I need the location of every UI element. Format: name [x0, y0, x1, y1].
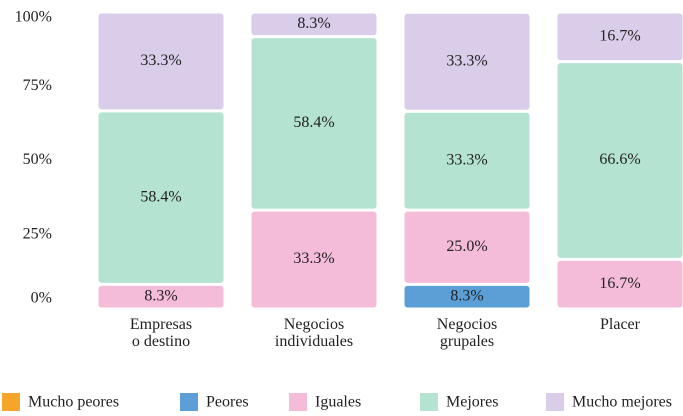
value-label: 8.3%: [297, 15, 330, 32]
value-label: 33.3%: [140, 52, 181, 69]
bar-segment: [404, 285, 530, 308]
x-tick-label: Negocios grupales: [436, 316, 498, 350]
bar-segment: [404, 211, 530, 283]
value-label: 33.3%: [293, 250, 334, 267]
bar-segment: [404, 13, 530, 110]
legend-swatch: [420, 393, 438, 411]
value-label: 58.4%: [293, 114, 334, 131]
legend-swatch: [289, 393, 307, 411]
bar-segment: [251, 38, 377, 209]
value-label: 33.3%: [446, 52, 487, 69]
value-label: 8.3%: [144, 287, 177, 304]
bar-segment: [557, 13, 683, 61]
bar-segment: [251, 13, 377, 36]
value-label: 16.7%: [599, 275, 640, 292]
value-label: 66.6%: [599, 151, 640, 168]
value-label: 58.4%: [140, 188, 181, 205]
y-tick-label: 25%: [23, 225, 52, 242]
bar-segment: [98, 285, 224, 308]
value-label: 16.7%: [599, 27, 640, 44]
bar-segment: [98, 13, 224, 110]
legend-label: Mucho peores: [28, 394, 119, 411]
bar-segment: [557, 260, 683, 308]
value-label: 8.3%: [450, 287, 483, 304]
legend-label: Peores: [206, 394, 249, 411]
x-tick-label: Empresas o destino: [129, 316, 193, 350]
bar-segment: [251, 211, 377, 308]
value-label: 33.3%: [446, 151, 487, 168]
y-tick-label: 75%: [23, 77, 52, 94]
legend-swatch: [546, 393, 564, 411]
y-tick-label: 0%: [31, 290, 52, 307]
legend-label: Iguales: [315, 394, 361, 411]
legend-swatch: [2, 393, 20, 411]
value-label: 25.0%: [446, 238, 487, 255]
bar-segment: [404, 112, 530, 209]
legend-swatch: [180, 393, 198, 411]
bar-segment: [557, 63, 683, 258]
y-tick-label: 50%: [23, 151, 52, 168]
x-tick-label: Placer: [600, 316, 640, 333]
x-tick-label: Negocios individuales: [274, 316, 354, 350]
legend-label: Mejores: [446, 394, 498, 411]
legend-label: Mucho mejores: [572, 394, 672, 411]
y-tick-label: 100%: [15, 9, 52, 26]
bar-segment: [98, 112, 224, 283]
